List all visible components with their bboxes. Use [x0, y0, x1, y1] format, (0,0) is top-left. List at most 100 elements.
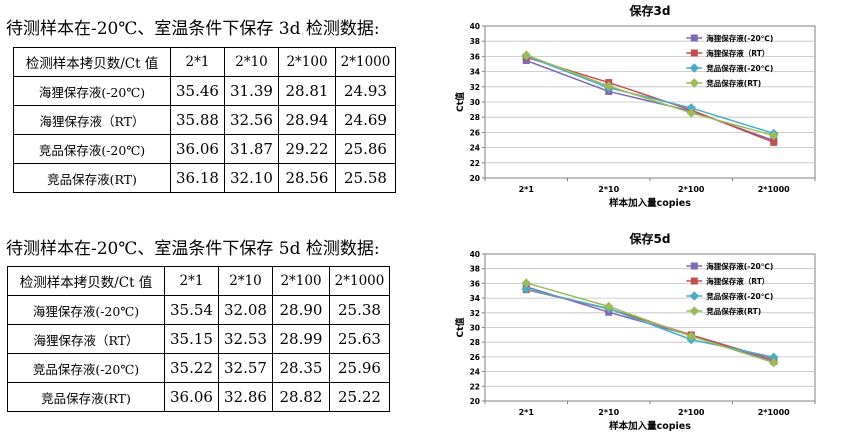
- series-line: [525, 54, 774, 137]
- y-tick-label: 28: [470, 113, 480, 122]
- row-label: 海狸保存液（RT）: [13, 105, 171, 135]
- table-cell: 28.82: [272, 382, 330, 412]
- table-cell: 32.86: [218, 382, 273, 412]
- table-row: 海狸保存液(-20℃) 35.46 31.39 28.81 24.93: [13, 76, 396, 106]
- x-axis-title: 样本加入量copies: [609, 197, 691, 209]
- y-tick-label: 20: [470, 397, 480, 406]
- column-header: 2*1: [170, 47, 225, 77]
- series-line: [526, 288, 774, 358]
- table-cell: 28.94: [278, 105, 336, 135]
- legend-label: 海狸保存液(-20℃): [706, 261, 773, 271]
- legend-marker: [689, 63, 700, 73]
- row-label: 海狸保存液(-20℃): [7, 295, 165, 325]
- legend-label: 海狸保存液（RT）: [706, 276, 769, 286]
- y-tick-label: 36: [470, 52, 480, 61]
- table-cell: 24.69: [335, 105, 396, 135]
- y-tick-label: 22: [470, 159, 480, 168]
- table-row: 竞品保存液(-20℃) 36.06 31.87 29.22 25.86: [13, 134, 396, 164]
- table-cell: 32.10: [224, 163, 279, 193]
- table-cell: 35.46: [170, 76, 225, 106]
- row-label: 竞品保存液(-20℃): [13, 134, 171, 164]
- data-point: [686, 331, 696, 341]
- series-line: [525, 55, 774, 135]
- table-row: 海狸保存液(-20℃) 35.54 32.08 28.90 25.38: [7, 295, 390, 325]
- table-row: 海狸保存液（RT） 35.88 32.56 28.94 24.69: [13, 105, 396, 135]
- row-label: 竞品保存液(RT): [13, 163, 171, 193]
- legend-marker: [690, 34, 698, 42]
- y-tick-label: 28: [470, 338, 480, 347]
- table-cell: 28.81: [278, 76, 336, 106]
- table-cell: 28.90: [272, 295, 330, 325]
- table-cell: 28.56: [278, 163, 336, 193]
- data-point: [604, 301, 614, 312]
- y-tick-label: 34: [470, 68, 480, 77]
- legend: 海狸保存液(-20℃) 海狸保存液（RT） 竞品保存液(-20℃) 竞品保存液(RT): [686, 261, 773, 316]
- y-tick-label: 24: [470, 144, 480, 153]
- table-cell: 32.08: [218, 295, 273, 325]
- legend-marker: [689, 291, 700, 301]
- y-tick-label: 24: [470, 368, 480, 377]
- table-corner-cell: 检测样本拷贝数/Ct 值: [7, 266, 165, 296]
- table-cell: 25.96: [329, 353, 390, 383]
- column-header: 2*1000: [329, 266, 390, 296]
- row-label: 海狸保存液（RT）: [7, 324, 165, 354]
- table-cell: 36.06: [170, 134, 225, 164]
- x-tick-label: 2*10: [598, 185, 619, 194]
- x-tick-label: 2*100: [678, 408, 705, 417]
- table-cell: 25.58: [335, 163, 396, 193]
- section-3d-heading: 待测样本在-20℃、室温条件下保存 3d 检测数据:: [6, 19, 380, 39]
- table-row: 竞品保存液(-20℃) 35.22 32.57 28.35 25.96: [7, 353, 390, 383]
- y-tick-label: 34: [470, 294, 480, 303]
- data-point: [769, 130, 779, 141]
- table-cell: 25.63: [329, 324, 390, 354]
- data-point: [604, 81, 614, 91]
- y-tick-label: 32: [470, 83, 480, 92]
- data-point: [521, 284, 531, 294]
- legend-label: 竞品保存液(RT): [705, 78, 761, 88]
- table-cell: 35.15: [164, 324, 219, 354]
- y-tick-label: 40: [470, 250, 480, 259]
- legend-marker: [690, 277, 698, 285]
- legend-marker: [690, 49, 698, 57]
- table-3d: 检测样本拷贝数/Ct 值 2*1 2*10 2*100 2*1000 海狸保存液…: [13, 47, 396, 193]
- row-label: 海狸保存液(-20℃): [13, 76, 171, 106]
- y-tick-label: 22: [470, 382, 480, 391]
- chart-3d: 保存3d 20 22 24 26 28 30 32 34 36 38 40 2*1 2*10 2*100 2*…: [455, 3, 816, 209]
- column-header: 2*1: [164, 266, 219, 296]
- table-cell: 28.99: [272, 324, 330, 354]
- legend-label: 海狸保存液(-20℃): [706, 33, 773, 43]
- column-header: 2*100: [278, 47, 336, 77]
- x-tick-label: 2*1000: [758, 185, 790, 194]
- table-cell: 31.39: [224, 76, 279, 106]
- table-cell: 35.54: [164, 295, 219, 325]
- table-cell: 25.38: [329, 295, 390, 325]
- chart-title: 保存3d: [629, 3, 671, 18]
- x-tick-label: 2*1: [519, 408, 535, 417]
- table-cell: 36.18: [170, 163, 225, 193]
- y-tick-label: 36: [470, 279, 480, 288]
- y-tick-label: 30: [470, 98, 480, 107]
- table-row: 竞品保存液(RT) 36.18 32.10 28.56 25.58: [13, 163, 396, 193]
- table-cell: 35.22: [164, 353, 219, 383]
- data-point: [686, 108, 696, 118]
- legend: 海狸保存液(-20℃) 海狸保存液（RT） 竞品保存液(-20℃) 竞品保存液(RT): [686, 33, 773, 88]
- legend-label: 竞品保存液(RT): [705, 306, 761, 316]
- table-cell: 32.53: [218, 324, 273, 354]
- column-header: 2*10: [224, 47, 279, 77]
- table-cell: 25.22: [329, 382, 390, 412]
- y-axis-title: Ct值: [455, 318, 466, 338]
- table-cell: 32.56: [224, 105, 279, 135]
- column-header: 2*1000: [335, 47, 396, 77]
- x-tick-label: 2*1: [519, 185, 535, 194]
- y-tick-label: 26: [470, 353, 480, 362]
- legend-marker: [690, 262, 698, 270]
- table-cell: 24.93: [335, 76, 396, 106]
- x-tick-label: 2*1000: [758, 408, 790, 417]
- column-header: 2*100: [272, 266, 330, 296]
- table-cell: 32.57: [218, 353, 273, 383]
- legend-label: 海狸保存液（RT）: [706, 48, 769, 58]
- column-header: 2*10: [218, 266, 273, 296]
- legend-marker: [689, 306, 700, 316]
- legend-label: 竞品保存液(-20℃): [705, 63, 773, 73]
- y-tick-label: 40: [470, 22, 480, 31]
